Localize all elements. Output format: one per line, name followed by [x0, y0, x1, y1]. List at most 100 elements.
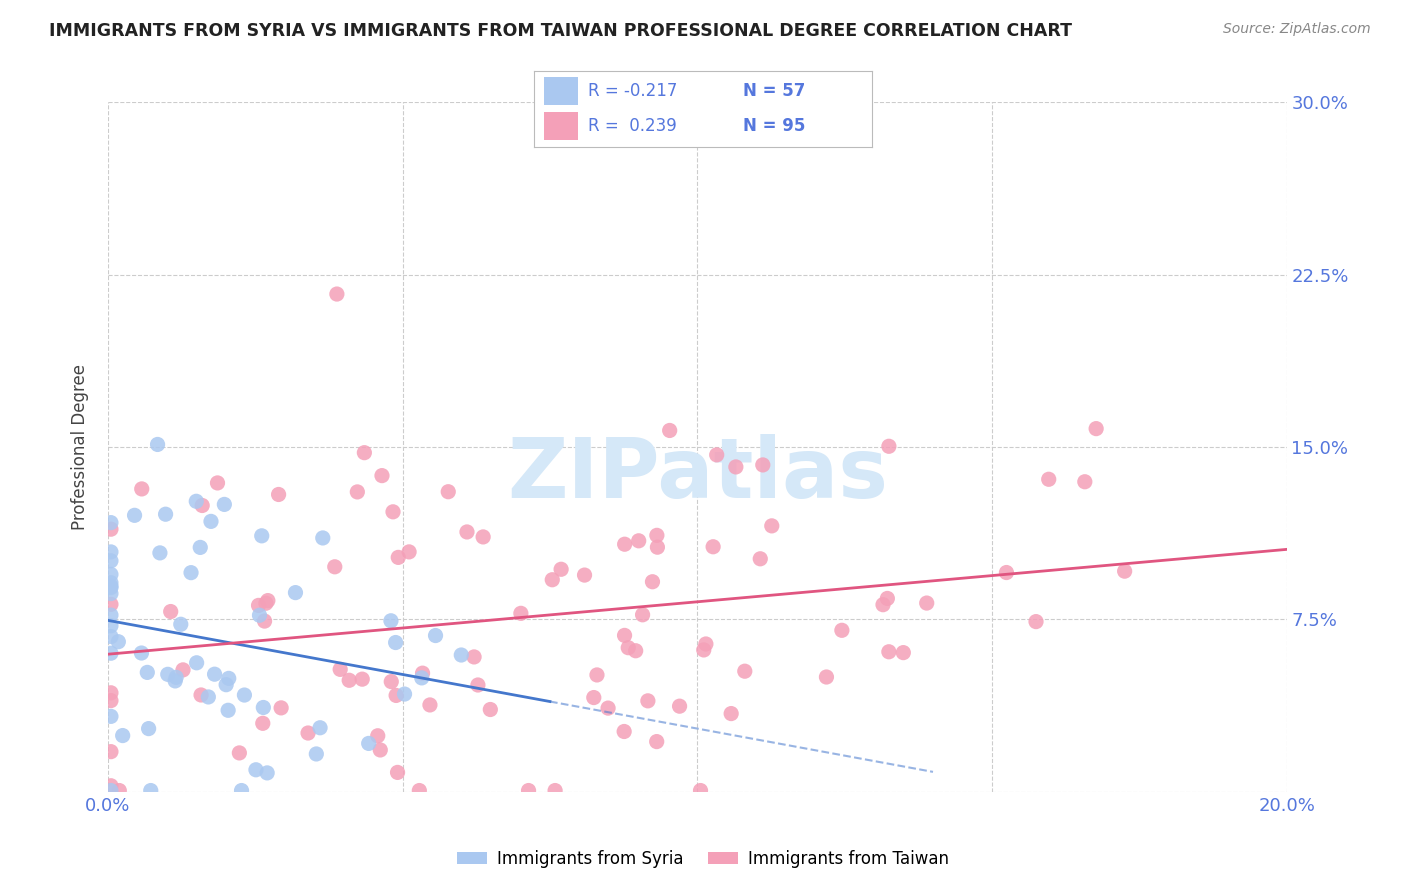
Point — [693, 643, 716, 657]
Point — [647, 540, 669, 554]
Point — [582, 690, 605, 705]
Point — [253, 614, 276, 628]
Point — [245, 763, 267, 777]
Point — [368, 743, 391, 757]
Point — [108, 783, 131, 797]
Point — [228, 746, 250, 760]
Point — [617, 640, 640, 655]
Point — [231, 783, 253, 797]
Point — [309, 721, 332, 735]
Point — [637, 694, 659, 708]
Text: R =  0.239: R = 0.239 — [588, 117, 678, 135]
Point — [186, 494, 208, 508]
Text: ZIPatlas: ZIPatlas — [506, 434, 887, 515]
Point — [218, 672, 240, 686]
Point — [190, 688, 212, 702]
Point — [831, 624, 853, 638]
Point — [100, 579, 122, 593]
Point — [353, 445, 375, 459]
Point — [100, 554, 122, 568]
Point — [689, 783, 711, 797]
Point — [1114, 564, 1136, 578]
Point — [100, 597, 122, 611]
Point — [1085, 422, 1108, 436]
Point — [724, 459, 747, 474]
Point — [165, 670, 187, 684]
Point — [100, 646, 122, 660]
Point — [541, 573, 564, 587]
Point — [136, 665, 159, 680]
Point — [450, 648, 472, 662]
Point — [385, 689, 408, 703]
Point — [180, 566, 202, 580]
Point — [250, 529, 273, 543]
Point — [191, 499, 214, 513]
Point — [233, 688, 256, 702]
Text: N = 57: N = 57 — [744, 82, 806, 100]
Point — [155, 507, 177, 521]
Point — [267, 487, 290, 501]
Point — [1038, 472, 1060, 486]
Point — [668, 699, 690, 714]
Point — [100, 516, 122, 530]
FancyBboxPatch shape — [544, 78, 578, 104]
Point — [256, 765, 278, 780]
Text: IMMIGRANTS FROM SYRIA VS IMMIGRANTS FROM TAIWAN PROFESSIONAL DEGREE CORRELATION : IMMIGRANTS FROM SYRIA VS IMMIGRANTS FROM… — [49, 22, 1073, 40]
Point — [425, 628, 447, 642]
Point — [627, 533, 650, 548]
Point — [467, 678, 489, 692]
Point — [257, 593, 280, 607]
Text: N = 95: N = 95 — [744, 117, 806, 135]
Point — [312, 531, 335, 545]
Point — [408, 783, 430, 797]
Point — [550, 562, 572, 576]
Point — [412, 666, 434, 681]
Point — [876, 591, 898, 606]
Point — [305, 747, 328, 761]
Point — [752, 458, 775, 472]
Point — [100, 522, 122, 536]
Point — [146, 437, 169, 451]
Point — [131, 646, 153, 660]
Point — [170, 617, 193, 632]
Point — [384, 635, 406, 649]
Point — [107, 634, 129, 648]
Point — [100, 783, 122, 797]
Point — [214, 497, 236, 511]
Point — [357, 736, 380, 750]
Point — [613, 537, 636, 551]
Point — [138, 722, 160, 736]
Point — [877, 645, 900, 659]
Point — [156, 667, 179, 681]
Point — [380, 674, 402, 689]
Point — [995, 566, 1018, 580]
Point — [509, 607, 531, 621]
Point — [252, 700, 274, 714]
Point — [463, 649, 485, 664]
Point — [394, 687, 416, 701]
Point — [586, 668, 609, 682]
Point — [139, 783, 162, 797]
Point — [100, 779, 122, 793]
Point — [645, 734, 668, 748]
Point — [200, 515, 222, 529]
Point — [149, 546, 172, 560]
Point — [131, 482, 153, 496]
Point — [706, 448, 728, 462]
Point — [641, 574, 664, 589]
Point — [387, 765, 409, 780]
Point — [207, 475, 229, 490]
Point — [100, 709, 122, 723]
Point — [197, 690, 219, 704]
Point — [188, 541, 211, 555]
Point — [437, 484, 460, 499]
Point — [596, 701, 619, 715]
Point — [749, 551, 772, 566]
Point — [204, 667, 226, 681]
Point — [249, 608, 271, 623]
Point — [367, 729, 389, 743]
Point — [631, 607, 654, 622]
Point — [329, 662, 352, 676]
Point — [346, 484, 368, 499]
Point — [217, 703, 239, 717]
